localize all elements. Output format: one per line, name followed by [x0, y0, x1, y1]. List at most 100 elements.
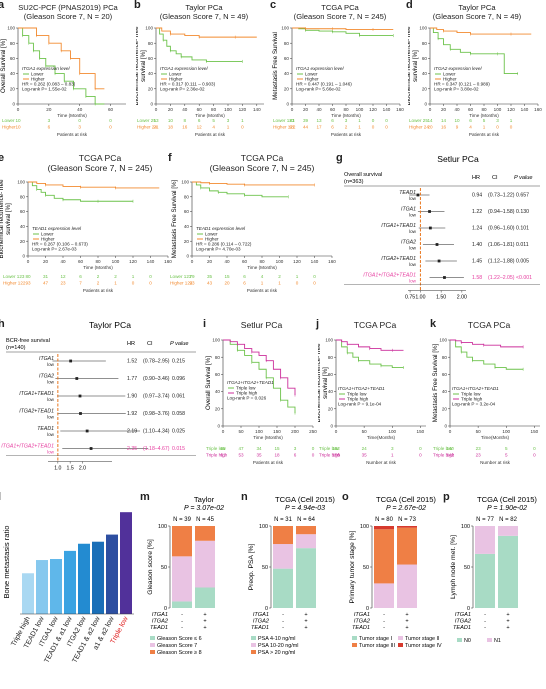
panel-j: j TCGA PCa Biochemical recurrence- frees… — [316, 314, 432, 484]
bar-segment — [498, 526, 518, 536]
y-axis-label: Biochemical recurrence- freesurvival [%] — [0, 179, 12, 259]
risk-count: 12 — [197, 125, 203, 130]
ci-value: (1.12–1.88) — [488, 259, 515, 265]
panel-title: Setlur PCa — [240, 320, 283, 330]
x-tick-label: 0 — [155, 107, 158, 112]
title-line: (Gleason Score 7, N = 20) — [23, 11, 113, 21]
panel-label: l — [0, 491, 1, 503]
row-label: ITGA1 — [39, 356, 54, 362]
y-tick-label: 20 — [442, 406, 448, 411]
gene-status: - — [484, 619, 486, 625]
y-axis-label: Bone metastasis ratio — [2, 525, 11, 598]
panel-k: k TCGA PCa Metastasis Free Survival [%] 0… — [430, 314, 546, 484]
p-value: P = 1.90e-02 — [487, 505, 527, 512]
hr-value: 1.24 — [472, 226, 482, 232]
y-axis-label: Lymph node met. [%] — [450, 535, 457, 599]
ci-value: (0.78–2.95) — [143, 359, 170, 365]
x-tick-label: 120 — [507, 107, 515, 112]
bar-segment — [273, 544, 293, 569]
hr-point — [428, 210, 431, 213]
x-tick-label: 20 — [441, 107, 447, 112]
row-label-sub: low — [47, 380, 55, 385]
title-line: TCGA PCa — [240, 153, 284, 163]
x-tick-label: 120 — [239, 107, 247, 112]
risk-row-label: Triple high — [319, 453, 341, 458]
gene-label: TEAD1 — [453, 625, 471, 631]
risk-count: 10 — [15, 118, 21, 123]
risk-count: 156 — [332, 453, 340, 458]
risk-count: 91 — [289, 125, 295, 130]
panel-i: i Setlur PCa Overall Survival [%] 0 20 40 60… — [203, 314, 318, 484]
legend-entry: Triple high — [347, 397, 369, 402]
km-plot-e: Biochemical recurrence- freesurvival [%]… — [0, 179, 172, 293]
legend-swatch — [352, 643, 357, 647]
risk-count: 3 — [391, 446, 394, 451]
legend-title: ITGA1+ITGA2+TEAD1 — [338, 386, 385, 391]
x-tick-label: 60 — [108, 107, 114, 112]
logrank-p: Log-rank P = 0.026 — [227, 396, 267, 401]
legend-entry: Triple low — [461, 392, 481, 397]
x-tick-label: 80 — [211, 107, 217, 112]
y-tick-label: 20 — [148, 86, 154, 91]
risk-row-label: Higher 24 — [409, 125, 429, 130]
survival-curve-higher — [156, 27, 257, 38]
p-value: 0.058 — [172, 411, 185, 417]
gene-status: + — [203, 625, 206, 631]
p-value: 0.130 — [516, 209, 529, 215]
risk-row-label: Triple high — [433, 453, 455, 458]
risk-count: 6 — [469, 118, 472, 123]
x-tick-label: 20 — [168, 107, 174, 112]
y-tick-label: 100 — [181, 180, 189, 185]
survival-curve-higher — [28, 181, 160, 189]
y-tick-label: 50 — [262, 565, 268, 571]
column-header: CI — [492, 175, 498, 181]
risk-row-label: Lower 123 — [3, 274, 25, 279]
x-axis-label: Time (Months) — [195, 113, 225, 118]
x-tick-label: 160 — [328, 259, 336, 264]
risk-count: 0 — [496, 125, 499, 130]
legend-entry: Lower — [31, 72, 44, 77]
gene-label: ITGA2 — [455, 619, 472, 625]
panel-title: TCGA (Cell 2015) — [275, 495, 335, 504]
risk-count: 44 — [303, 125, 309, 130]
y-tick-label: 80 — [184, 194, 190, 199]
x-tick-label: 80 — [95, 259, 101, 264]
ci-value: (0.96–1.60) — [488, 226, 515, 232]
row-label: ITGA2+TEAD1 — [19, 409, 54, 415]
legend-swatch — [150, 643, 155, 647]
y-tick-label: 20 — [20, 239, 26, 244]
survival-curve-lower — [156, 27, 243, 62]
risk-count: 1 — [241, 118, 244, 123]
hr-value: 1.92 — [127, 411, 137, 417]
survival-curve-higher — [292, 27, 394, 30]
hr-point — [437, 259, 441, 263]
gene-status: - — [383, 625, 385, 631]
y-label-line: survival [%] — [412, 50, 419, 82]
panel-label: o — [342, 491, 349, 503]
risk-count: 0 — [533, 453, 536, 458]
legend-swatch — [150, 636, 155, 640]
y-tick-label: 0 — [12, 102, 15, 107]
panel-a: a SU2C-PCF (PNAS2019) PCa (Gleason Score… — [0, 0, 136, 150]
risk-count: 13 — [153, 118, 159, 123]
hr-point — [78, 394, 82, 398]
x-tick-label: 120 — [129, 259, 137, 264]
bar — [36, 560, 48, 614]
stacked-bar-p: TCGA (Cell 2015)P = 1.90e-02 Lymph node m… — [450, 495, 537, 644]
y-tick-label: 40 — [442, 389, 448, 394]
risk-count: 47 — [238, 446, 244, 451]
survival-curve-lower — [430, 27, 518, 75]
risk-count: 152 — [332, 446, 340, 451]
panel-f: f TCGA PCa (Gleason Score 7, N = 245) Me… — [168, 148, 340, 310]
y-axis-label: Metastasis Free Survival — [272, 32, 279, 100]
gene-status: - — [181, 619, 183, 625]
x-tick-label: 100 — [494, 107, 502, 112]
risk-count: 142 — [446, 453, 454, 458]
y-tick-label: 40 — [10, 71, 16, 76]
panel-title: SU2C-PCF (PNAS2019) PCa (Gleason Score 7… — [0, 3, 136, 21]
p-value: P = 3.07e-02 — [184, 505, 224, 512]
bar-segment — [475, 526, 495, 554]
risk-count: 4 — [469, 125, 472, 130]
legend-entry: Gleason Score ≥ 8 — [157, 650, 202, 656]
y-axis-label: Preop. PSA [%] — [248, 543, 255, 590]
